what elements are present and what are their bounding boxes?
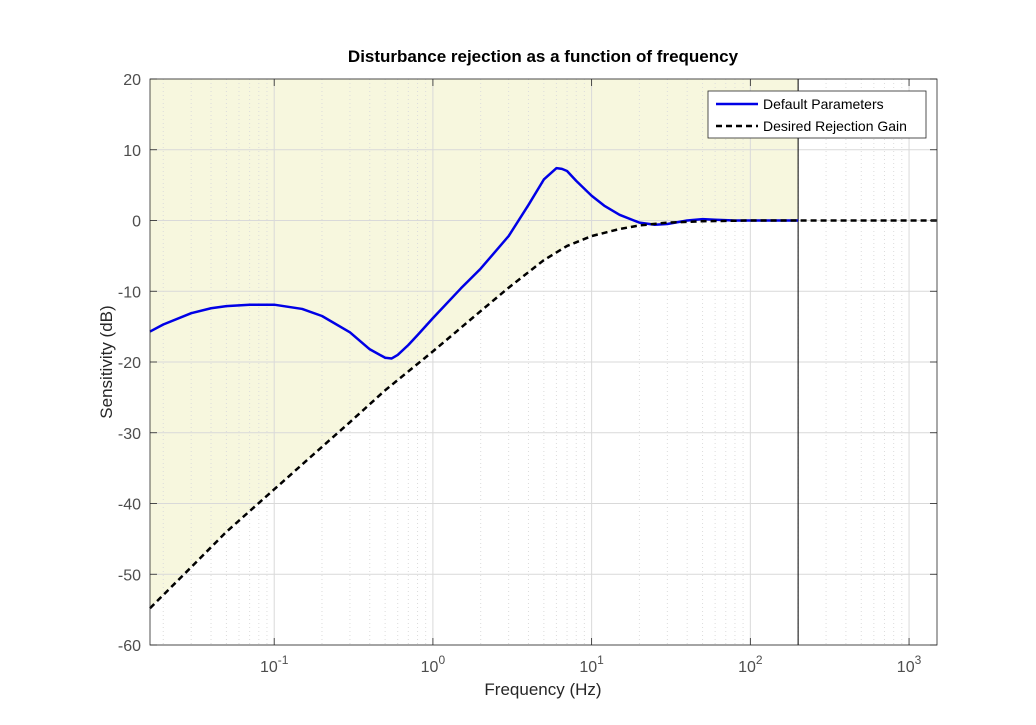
x-tick-base: 10 xyxy=(738,659,756,676)
y-tick-label: 0 xyxy=(132,214,141,231)
legend-box xyxy=(707,90,927,139)
y-tick-label: 20 xyxy=(123,72,141,89)
x-axis-title: Frequency (Hz) xyxy=(484,680,601,699)
y-tick-label: 10 xyxy=(123,143,141,160)
legend-label: Default Parameters xyxy=(763,96,884,112)
legend: Default Parameters Desired Rejection Gain xyxy=(707,90,927,139)
default-parameters-line xyxy=(149,166,799,360)
x-tick-label: 100 xyxy=(421,653,446,676)
x-tick-label: 102 xyxy=(738,653,763,676)
x-tick-exponent: 1 xyxy=(597,653,604,667)
desired-rejection-gain-line xyxy=(149,219,937,610)
y-tick-label: -50 xyxy=(118,567,141,584)
y-tick-label: -40 xyxy=(118,497,141,514)
x-tick-exponent: 0 xyxy=(438,653,445,667)
x-tick-base: 10 xyxy=(897,659,915,676)
shaded-region xyxy=(150,79,799,609)
chart-title: Disturbance rejection as a function of f… xyxy=(348,47,739,66)
x-tick-exponent: -1 xyxy=(278,653,289,667)
x-tick-exponent: 2 xyxy=(756,653,763,667)
x-tick-label: 10-1 xyxy=(260,653,289,676)
x-tick-label: 103 xyxy=(897,653,922,676)
y-tick-label: -20 xyxy=(118,355,141,372)
y-tick-label: -10 xyxy=(118,284,141,301)
y-axis-title: Sensitivity (dB) xyxy=(97,305,116,418)
y-tick-label: -60 xyxy=(118,638,141,655)
x-tick-exponent: 3 xyxy=(915,653,922,667)
y-tick-label: -30 xyxy=(118,426,141,443)
x-tick-label: 101 xyxy=(579,653,604,676)
x-tick-base: 10 xyxy=(260,659,278,676)
x-tick-base: 10 xyxy=(579,659,597,676)
x-tick-base: 10 xyxy=(421,659,439,676)
legend-label: Desired Rejection Gain xyxy=(763,118,907,134)
